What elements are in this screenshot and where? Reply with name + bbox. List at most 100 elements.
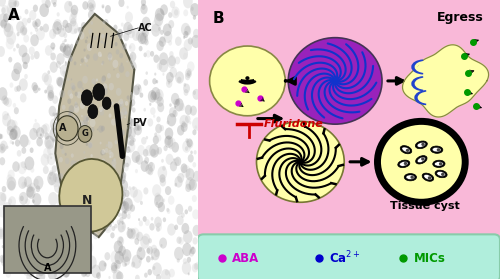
Circle shape [132, 107, 136, 113]
Circle shape [65, 23, 72, 33]
Circle shape [82, 126, 87, 131]
Circle shape [59, 173, 63, 179]
Circle shape [37, 245, 43, 252]
Circle shape [36, 227, 44, 239]
Circle shape [84, 64, 86, 66]
Circle shape [40, 3, 49, 17]
Circle shape [88, 163, 92, 170]
Circle shape [78, 121, 84, 128]
Circle shape [82, 208, 90, 219]
Circle shape [100, 205, 109, 218]
Circle shape [66, 172, 71, 178]
Circle shape [84, 115, 88, 122]
Circle shape [168, 55, 176, 66]
Circle shape [84, 49, 86, 52]
Circle shape [121, 191, 126, 197]
Circle shape [124, 43, 127, 46]
Circle shape [8, 0, 16, 9]
Circle shape [110, 112, 116, 118]
Circle shape [56, 27, 59, 31]
Circle shape [156, 223, 162, 231]
Circle shape [36, 28, 45, 40]
Circle shape [144, 39, 148, 45]
Circle shape [177, 173, 184, 183]
Circle shape [54, 182, 62, 193]
Circle shape [105, 162, 114, 175]
Circle shape [47, 232, 50, 237]
Circle shape [138, 220, 143, 227]
Ellipse shape [398, 160, 410, 168]
Circle shape [27, 18, 31, 23]
Circle shape [124, 263, 127, 266]
Circle shape [90, 28, 97, 39]
Circle shape [187, 140, 194, 148]
Circle shape [22, 147, 26, 154]
Circle shape [136, 155, 143, 165]
Circle shape [56, 12, 59, 16]
Circle shape [124, 100, 126, 103]
Circle shape [48, 90, 54, 99]
Circle shape [114, 240, 123, 253]
Circle shape [86, 43, 92, 51]
Circle shape [100, 142, 102, 145]
Circle shape [124, 111, 128, 116]
Circle shape [441, 173, 444, 176]
Circle shape [186, 177, 195, 190]
Circle shape [130, 64, 134, 69]
Circle shape [88, 10, 94, 19]
Circle shape [96, 81, 104, 92]
Circle shape [164, 128, 173, 140]
Circle shape [122, 211, 127, 219]
Circle shape [111, 262, 117, 271]
Circle shape [10, 16, 14, 20]
Circle shape [185, 115, 190, 123]
Circle shape [70, 9, 78, 18]
Circle shape [101, 77, 105, 83]
Circle shape [36, 239, 44, 251]
Circle shape [65, 74, 70, 80]
Circle shape [140, 201, 143, 205]
Circle shape [54, 113, 60, 121]
Circle shape [80, 58, 84, 63]
Circle shape [192, 263, 198, 272]
Circle shape [107, 73, 111, 79]
Circle shape [105, 5, 111, 13]
Circle shape [77, 81, 82, 89]
Circle shape [82, 76, 88, 84]
Circle shape [150, 149, 156, 157]
Circle shape [68, 20, 78, 34]
Circle shape [142, 17, 150, 29]
Circle shape [122, 151, 125, 155]
Circle shape [52, 112, 55, 116]
Circle shape [128, 28, 135, 38]
Circle shape [191, 7, 194, 11]
Circle shape [103, 42, 106, 45]
Circle shape [159, 37, 166, 47]
Circle shape [84, 241, 94, 254]
Circle shape [6, 126, 14, 136]
Circle shape [116, 84, 122, 91]
Polygon shape [402, 45, 488, 117]
Circle shape [98, 220, 102, 226]
Circle shape [186, 138, 192, 147]
Circle shape [141, 0, 146, 6]
Circle shape [136, 247, 145, 260]
Circle shape [27, 267, 34, 277]
Circle shape [44, 133, 50, 140]
Circle shape [66, 132, 69, 137]
Circle shape [96, 92, 98, 95]
Circle shape [174, 183, 177, 187]
Circle shape [70, 195, 73, 200]
Ellipse shape [422, 173, 434, 181]
Circle shape [65, 186, 69, 192]
Circle shape [84, 130, 93, 143]
Circle shape [42, 253, 48, 264]
Circle shape [166, 208, 170, 212]
Circle shape [102, 28, 104, 30]
Circle shape [105, 122, 114, 134]
Circle shape [98, 76, 108, 90]
Circle shape [100, 126, 104, 133]
Circle shape [42, 73, 49, 83]
Circle shape [101, 126, 105, 131]
Circle shape [168, 81, 170, 85]
